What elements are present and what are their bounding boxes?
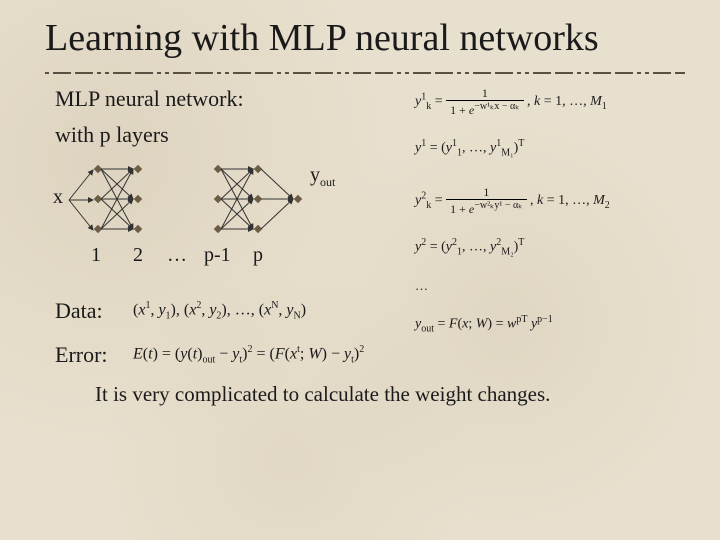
eq-4: y2 = (y21, …, y2M₂)T xyxy=(415,237,690,258)
right-column: y1k = 11 + e−w¹ₖx − αₖ , k = 1, …, M1 y1… xyxy=(415,86,690,368)
left-column: MLP neural network: with p layers x yout xyxy=(55,86,385,368)
eq-dots: … xyxy=(415,278,690,294)
eq-5: yout = F(x; W) = wpT yp−1 xyxy=(415,314,690,335)
eq-3: y2k = 11 + e−w²ₖy¹ − αₖ , k = 1, …, M2 xyxy=(415,185,690,217)
error-formula: E(t) = (y(t)out − yt)2 = (F(xt; W) − yt)… xyxy=(133,344,364,366)
layer-label-1: 1 xyxy=(91,244,101,267)
slide-title: Learning with MLP neural networks xyxy=(45,18,690,60)
network-diagram: x yout xyxy=(55,156,355,276)
eq-1: y1k = 11 + e−w¹ₖx − αₖ , k = 1, …, M1 xyxy=(415,86,690,118)
layer-label-dots: … xyxy=(167,244,187,267)
subtitle-2: with p layers xyxy=(55,122,385,148)
eq-2: y1 = (y11, …, y1M₁)T xyxy=(415,138,690,159)
divider xyxy=(45,72,685,74)
error-label: Error: xyxy=(55,342,115,368)
subtitle-1: MLP neural network: xyxy=(55,86,385,112)
data-label: Data: xyxy=(55,298,115,324)
layer-label-pm1: p-1 xyxy=(204,244,231,267)
layer-label-2: 2 xyxy=(133,244,143,267)
bottom-line: It is very complicated to calculate the … xyxy=(95,382,690,407)
data-formula: (x1, y1), (x2, y2), …, (xN, yN) xyxy=(133,300,306,322)
layer-label-p: p xyxy=(253,244,263,267)
